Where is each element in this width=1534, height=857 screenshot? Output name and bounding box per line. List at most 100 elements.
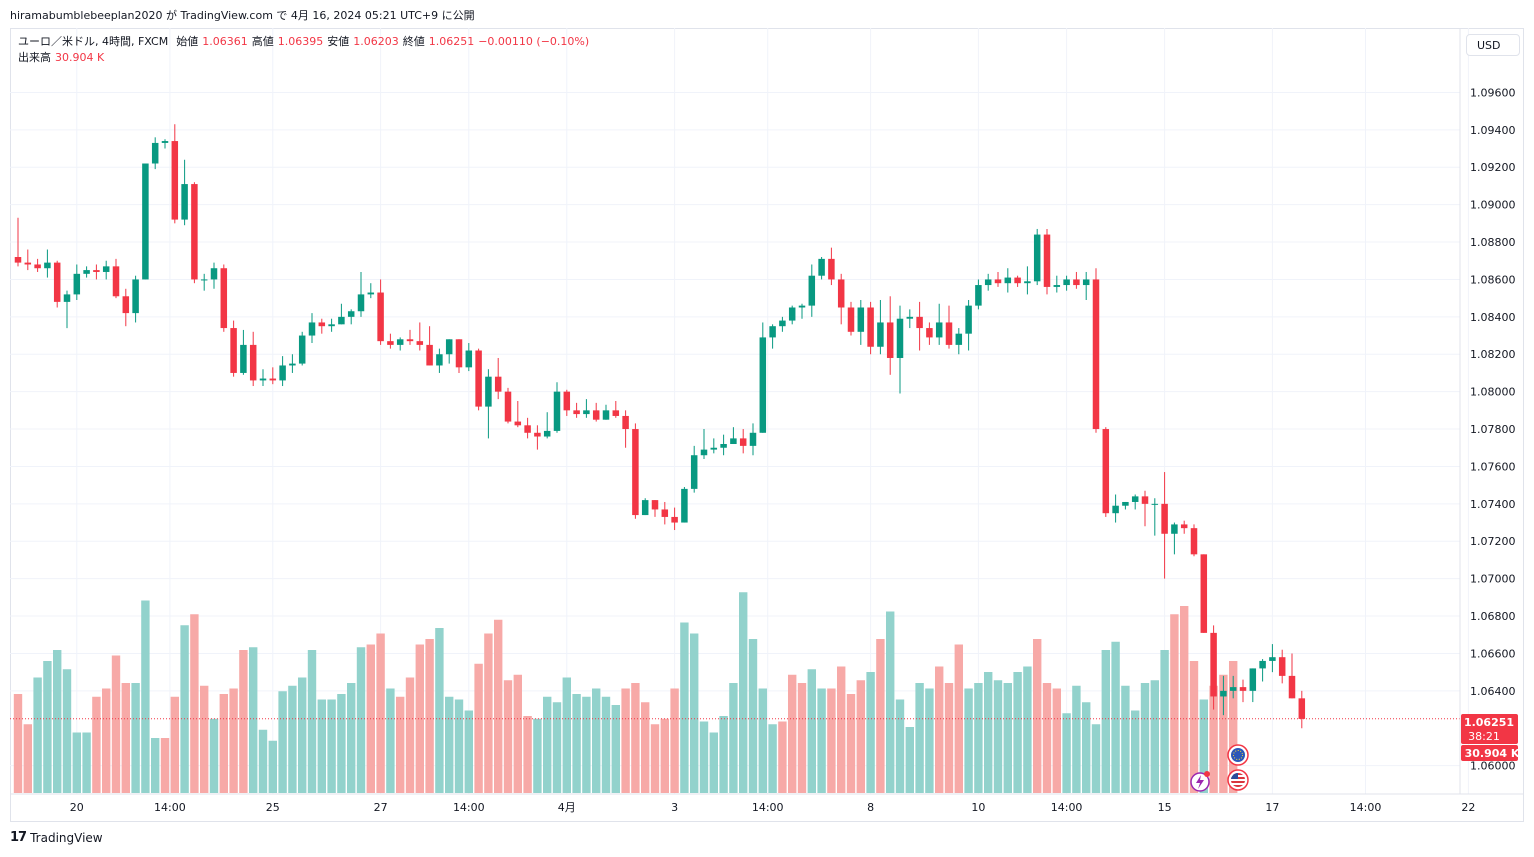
volume-bar	[621, 688, 630, 793]
volume-bar	[347, 683, 356, 793]
volume-bar	[53, 650, 62, 793]
volume-bar	[268, 740, 277, 793]
candle-body	[161, 141, 169, 143]
volume-bar	[356, 647, 366, 793]
chart-legend: ユーロ／米ドル, 4時間, FXCM 始値 1.06361 高値 1.06395 安値 1.…	[18, 34, 593, 66]
candle	[200, 273, 208, 291]
candle	[514, 400, 522, 428]
candle	[387, 333, 394, 349]
candle	[367, 283, 375, 299]
volume-bar	[307, 650, 317, 793]
volume-bar	[13, 694, 23, 793]
candle	[240, 329, 247, 375]
candle	[1004, 268, 1012, 293]
candle-body	[1210, 632, 1217, 697]
candle	[1171, 522, 1178, 555]
candle-body	[338, 316, 345, 325]
volume-bar	[33, 677, 42, 793]
volume-bar	[543, 696, 552, 793]
volume-bar	[1062, 713, 1071, 793]
candle	[563, 389, 571, 416]
volume-bar	[43, 661, 52, 793]
candle	[494, 357, 502, 400]
volume-bar	[778, 721, 787, 793]
candle	[161, 139, 169, 149]
candle-body	[83, 270, 90, 274]
candle	[1014, 275, 1021, 287]
us-flag-icon[interactable]	[1227, 769, 1249, 791]
candle-body	[700, 449, 708, 456]
volume-bar	[582, 696, 591, 793]
candle-body	[475, 350, 482, 407]
eu-flag-icon[interactable]	[1227, 744, 1249, 766]
time-tick-label: 14:00	[752, 801, 784, 814]
candle-body	[759, 337, 767, 433]
time-tick-label: 25	[266, 801, 280, 814]
candle-body	[779, 320, 786, 327]
price-badge-countdown: 38:21	[1468, 730, 1500, 743]
candle-body	[279, 365, 286, 381]
candle	[1190, 524, 1198, 557]
currency-button[interactable]: USD	[1466, 34, 1520, 56]
candle-body	[1171, 524, 1178, 534]
candle-body	[543, 430, 551, 437]
candle	[132, 275, 139, 323]
volume-bar	[141, 600, 150, 793]
volume-bar	[298, 677, 307, 793]
volume-bar	[1091, 724, 1101, 793]
volume-row: 出来高 30.904 K	[18, 50, 593, 66]
candle-body	[191, 184, 198, 280]
brand[interactable]: 𝟭𝟳 TradingView	[10, 830, 103, 845]
candle	[798, 303, 806, 319]
lightning-icon[interactable]	[1190, 771, 1210, 792]
volume-bar	[1219, 674, 1228, 793]
candle	[857, 300, 865, 345]
candle-body	[730, 438, 737, 445]
candle-body	[1112, 505, 1119, 514]
close-value: 1.06251	[428, 35, 475, 48]
candle	[230, 320, 237, 377]
candle	[965, 300, 972, 351]
candle	[671, 507, 678, 531]
candle	[1082, 271, 1090, 301]
candle-body	[200, 279, 208, 281]
candle	[632, 423, 639, 519]
candle	[1024, 266, 1031, 295]
candle	[573, 402, 580, 418]
candle	[122, 288, 130, 327]
candle	[690, 445, 698, 493]
candle-body	[1161, 503, 1168, 534]
candle-body	[945, 322, 953, 345]
candle-body	[34, 264, 41, 269]
candle	[1092, 268, 1100, 433]
candle-body	[396, 339, 404, 345]
candle	[298, 331, 306, 366]
candle-body	[1053, 285, 1061, 287]
candle-body	[347, 311, 355, 317]
volume-label: 出来高	[18, 51, 51, 64]
candle	[455, 339, 463, 373]
volume-bar	[641, 702, 650, 793]
volume-bar	[513, 674, 522, 793]
candle	[1298, 690, 1306, 729]
candle	[357, 271, 365, 317]
volume-bar	[631, 683, 640, 793]
candle	[739, 429, 747, 454]
time-tick-label: 14:00	[453, 801, 485, 814]
volume-value: 30.904 K	[55, 51, 105, 64]
candle-body	[485, 376, 492, 407]
candle-body	[1063, 279, 1070, 286]
volume-bar	[944, 683, 954, 793]
candle-body	[1180, 524, 1188, 529]
volume-bar	[660, 718, 669, 793]
time-tick-label: 4月	[558, 801, 576, 814]
candle	[63, 290, 71, 329]
price-tick-label: 1.08600	[1470, 273, 1516, 286]
volume-bar	[1209, 685, 1218, 793]
candle-body	[426, 344, 433, 366]
candle-body	[661, 509, 669, 517]
candle	[112, 258, 120, 299]
candle	[289, 354, 296, 373]
volume-bar	[788, 674, 797, 793]
